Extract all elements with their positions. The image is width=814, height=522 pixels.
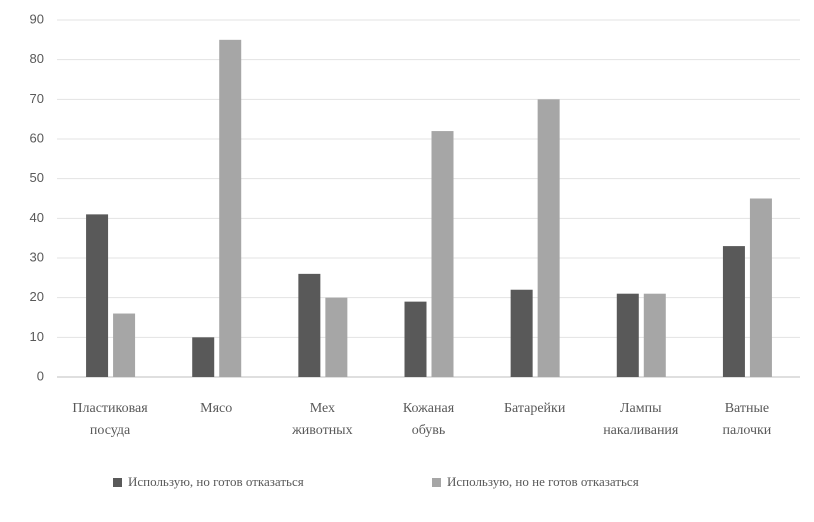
y-tick-label: 50: [30, 170, 44, 185]
x-tick-label: Кожаная обувь: [402, 401, 455, 438]
legend-item: Использую, но готов отказаться: [113, 474, 304, 490]
bar: [643, 293, 666, 377]
y-tick-label: 70: [30, 91, 44, 106]
bar: [219, 39, 242, 377]
x-tick-label: Мех животных: [292, 401, 353, 438]
bar: [749, 198, 772, 377]
y-tick-label: 30: [30, 249, 44, 264]
bar: [404, 301, 427, 377]
bar: [325, 297, 348, 377]
bar: [616, 293, 639, 377]
legend-swatch: [432, 477, 441, 487]
legend-label: Использую, но готов отказаться: [128, 474, 304, 489]
x-tick-label: Ватные палочки: [722, 401, 772, 438]
x-tick-label: Батарейки: [503, 401, 566, 416]
y-tick-label: 0: [37, 368, 44, 383]
legend-item: Использую, но не готов отказаться: [432, 474, 639, 490]
bar: [431, 131, 454, 377]
y-tick-label: 90: [30, 11, 44, 26]
bar: [722, 246, 745, 377]
y-tick-label: 60: [30, 130, 44, 145]
bar: [192, 337, 215, 377]
bar: [298, 273, 321, 377]
x-tick-label: Пластиковая посуда: [72, 401, 148, 438]
bar: [537, 99, 560, 377]
bar: [510, 289, 533, 377]
x-tick-label: Лампы накаливания: [603, 401, 679, 438]
bar: [86, 214, 109, 377]
legend-label: Использую, но не готов отказаться: [447, 474, 639, 489]
legend-swatch: [113, 477, 122, 487]
y-tick-label: 20: [30, 289, 44, 304]
y-tick-label: 10: [30, 329, 44, 344]
y-tick-label: 40: [30, 210, 44, 225]
y-tick-label: 80: [30, 51, 44, 66]
bar: [113, 313, 136, 377]
x-tick-label: Мясо: [200, 401, 233, 416]
